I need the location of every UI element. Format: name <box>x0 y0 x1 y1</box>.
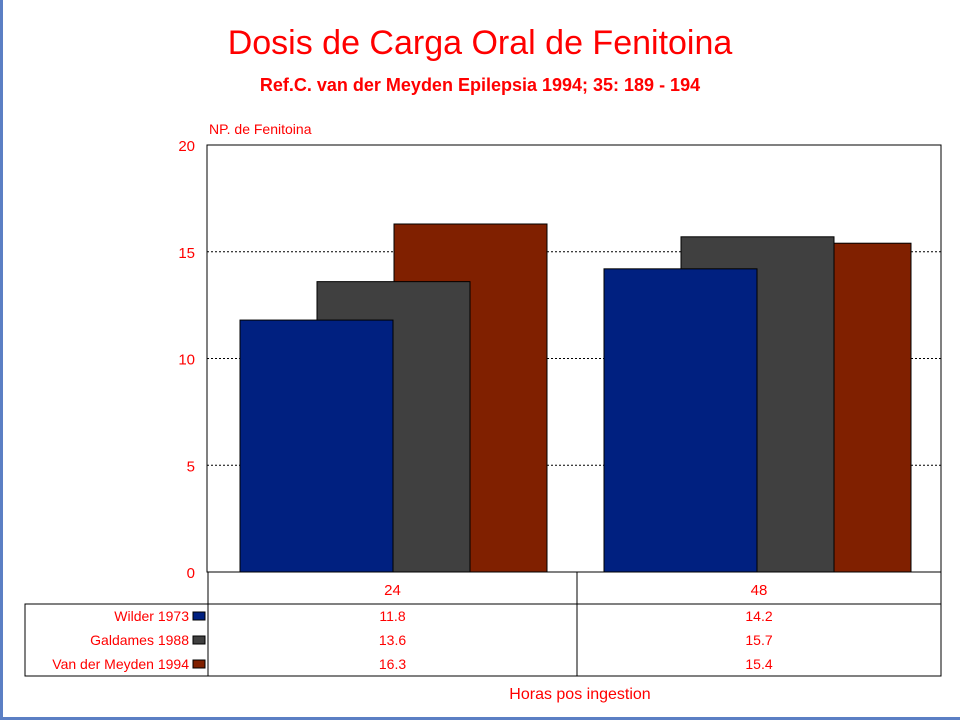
bar <box>239 319 394 573</box>
table-cell-value: 16.3 <box>379 656 406 672</box>
category-header <box>207 571 942 605</box>
x-axis-label: Horas pos ingestion <box>509 686 651 703</box>
x-tick-label: 24 <box>384 582 401 599</box>
table-cell-value: 15.4 <box>745 656 772 672</box>
table-cell-value: 14.2 <box>745 608 772 624</box>
table-cell-value: 13.6 <box>379 632 406 648</box>
table-row-label: Galdames 1988 <box>90 632 189 648</box>
y-tick-label: 0 <box>187 565 195 582</box>
chart-subtitle: Ref.C. van der Meyden Epilepsia 1994; 35… <box>259 75 701 95</box>
y-tick-label: 10 <box>178 352 195 369</box>
legend-key <box>192 659 206 669</box>
legend-key <box>192 635 206 645</box>
table-row-label: Van der Meyden 1994 <box>52 656 189 672</box>
table-cell-value: 11.8 <box>379 608 405 624</box>
y-tick-label: 5 <box>187 458 195 475</box>
x-tick-label: 48 <box>751 582 768 599</box>
y-axis-label: NP. de Fenitoina <box>209 121 312 137</box>
legend-key <box>192 611 206 621</box>
data-table <box>24 603 942 677</box>
window-frame-left <box>0 0 3 720</box>
y-tick-label: 15 <box>178 245 195 262</box>
table-cell-value: 15.7 <box>745 632 772 648</box>
chart-title: Dosis de Carga Oral de Fenitoina <box>227 24 733 62</box>
bar <box>603 268 758 573</box>
window-frame-bottom <box>0 717 960 720</box>
table-row-label: Wilder 1973 <box>114 608 189 624</box>
y-tick-label: 20 <box>178 138 195 155</box>
